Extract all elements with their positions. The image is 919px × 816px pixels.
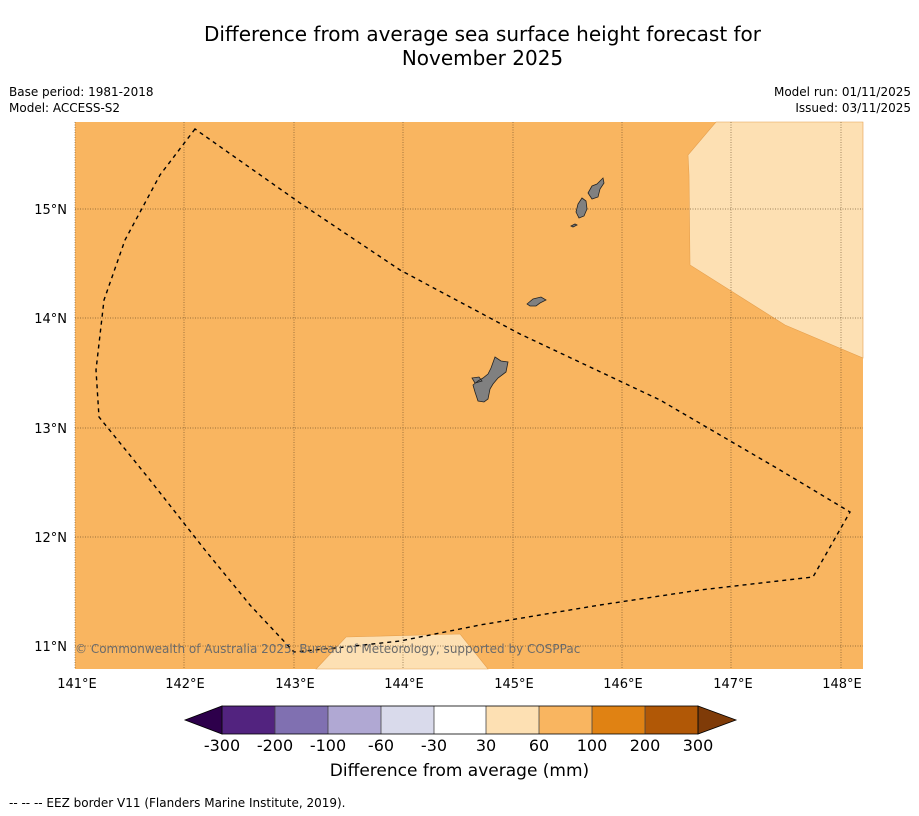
model-run: Model run: 01/11/2025 [773,85,911,99]
lon-label-146: 146°E [603,677,643,692]
island-guam [471,356,509,403]
title-line-1: Difference from average sea surface heig… [203,22,762,46]
colorbar-bin-7 [539,706,592,734]
lon-label-148: 148°E [822,677,862,692]
lon-label-141: 141°E [57,677,97,692]
island-tinian [575,197,588,219]
title-line-2: November 2025 [401,46,564,70]
base-period: Base period: 1981-2018 [9,85,154,99]
colorbar: -300 -200 -100 -60 -30 30 60 100 200 300 [183,705,738,755]
lat-label-14: 14°N [34,312,67,327]
lon-label-143: 143°E [275,677,315,692]
colorbar-bin-9 [645,706,698,734]
model-name: Model: ACCESS-S2 [9,101,121,115]
cb-tick-1: -300 [204,736,240,755]
issued-date: Issued: 03/11/2025 [795,101,911,115]
colorbar-bin-6 [486,706,539,734]
lat-label-15: 15°N [34,203,67,218]
cb-tick-6: 30 [476,736,496,755]
meta-left: Base period: 1981-2018 Model: ACCESS-S2 [9,84,154,116]
cb-tick-8: 100 [577,736,608,755]
lon-label-144: 144°E [384,677,424,692]
lat-label-11: 11°N [34,640,67,655]
lat-label-12: 12°N [34,531,67,546]
footer-legend: -- -- -- EEZ border V11 (Flanders Marine… [9,796,346,810]
lon-label-142: 142°E [165,677,205,692]
eez-border [95,128,851,653]
cb-tick-2: -200 [257,736,293,755]
colorbar-bin-5 [434,706,486,734]
copyright-notice: © Commonwealth of Australia 2025, Bureau… [75,642,580,656]
island-aguijan [570,223,578,228]
cb-tick-9: 200 [630,736,661,755]
cb-tick-10: 300 [683,736,714,755]
colorbar-bin-3 [328,706,381,734]
cb-tick-3: -100 [310,736,346,755]
colorbar-bin-2 [275,706,328,734]
colorbar-bin-8 [592,706,645,734]
colorbar-bin-4 [381,706,434,734]
island-rota [526,296,547,307]
colorbar-over-arrow [697,705,738,735]
lon-label-147: 147°E [713,677,753,692]
lon-axis: 141°E 142°E 143°E 144°E 145°E 146°E 147°… [57,677,862,692]
gridlines [74,122,863,669]
cb-tick-4: -60 [368,736,394,755]
cb-tick-7: 60 [529,736,549,755]
meta-right: Model run: 01/11/2025 Issued: 03/11/2025 [774,84,911,116]
cb-tick-5: -30 [421,736,447,755]
lat-axis: 15°N 14°N 13°N 12°N 11°N [34,203,67,655]
colorbar-label: Difference from average (mm) [329,761,590,781]
colorbar-under-arrow [183,705,223,735]
colorbar-bin-1 [222,706,275,734]
anomaly-region-northeast [687,121,864,359]
lon-label-145: 145°E [494,677,534,692]
chart-title: Difference from average sea surface heig… [0,22,919,70]
land [471,177,605,403]
island-saipan [587,177,605,200]
lat-label-13: 13°N [34,422,67,437]
